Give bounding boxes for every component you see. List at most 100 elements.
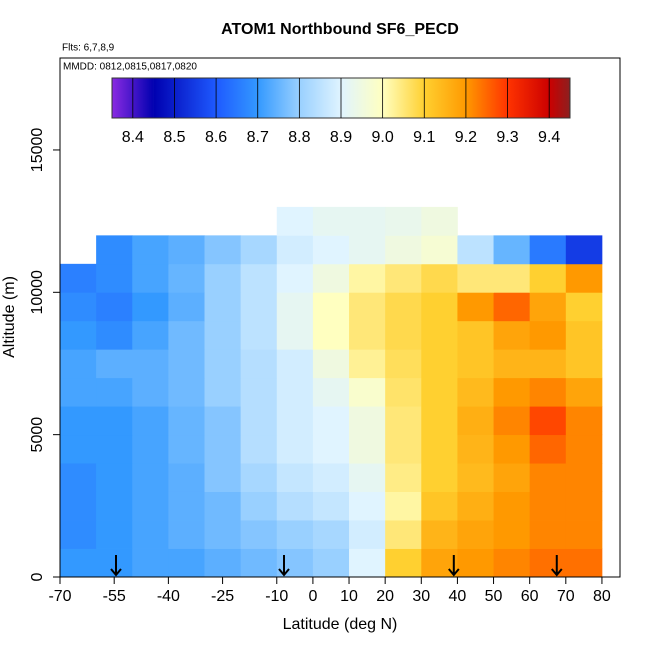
- heat-cell: [565, 520, 603, 549]
- heat-cell: [276, 263, 314, 293]
- heat-cell: [132, 406, 169, 436]
- heat-cell: [96, 377, 133, 407]
- heat-cell: [385, 548, 422, 578]
- heat-cell: [204, 548, 242, 578]
- heat-cell: [385, 520, 422, 549]
- y-tick-label: 10000: [29, 270, 46, 315]
- heat-cell: [132, 320, 169, 350]
- heat-cell: [529, 548, 567, 578]
- heat-cell: [60, 463, 97, 492]
- heat-cell: [385, 463, 422, 492]
- heat-cell: [349, 491, 386, 521]
- heat-cell: [312, 520, 350, 549]
- heat-cell: [421, 292, 458, 322]
- heat-cell: [168, 491, 205, 521]
- heat-cell: [457, 548, 494, 578]
- colorbar-tick-label: 9.4: [538, 129, 560, 146]
- heat-cell: [565, 463, 603, 492]
- heat-cell: [60, 548, 97, 578]
- heat-cell: [529, 463, 567, 492]
- heat-cell: [60, 434, 97, 464]
- subtitle: Flts: 6,7,8,9: [62, 43, 115, 54]
- arrow: [551, 555, 563, 577]
- heat-cell: [349, 263, 386, 293]
- heat-cell: [168, 292, 205, 322]
- heat-cell: [529, 235, 567, 265]
- heat-cell: [421, 349, 458, 379]
- heat-cell: [240, 235, 278, 265]
- x-tick-label: 60: [521, 588, 539, 605]
- heat-cell: [385, 235, 422, 265]
- heat-cell: [529, 377, 567, 407]
- heat-cell: [240, 463, 278, 492]
- heat-cell: [385, 349, 422, 379]
- colorbar-tick-label: 9.3: [496, 129, 518, 146]
- heat-cell: [168, 548, 205, 578]
- heat-cell: [421, 406, 458, 436]
- heat-cell: [349, 548, 386, 578]
- plot-frame: [59, 57, 621, 578]
- heat-cell: [312, 292, 350, 322]
- heat-cell: [132, 491, 169, 521]
- heat-cell: [96, 263, 133, 293]
- heat-cell: [312, 434, 350, 464]
- heat-cell: [565, 434, 603, 464]
- heat-cell: [168, 320, 205, 350]
- heat-cell: [493, 406, 531, 436]
- heat-cell: [276, 235, 314, 265]
- heat-cell: [240, 292, 278, 322]
- heat-cell: [312, 406, 350, 436]
- heat-cell: [132, 377, 169, 407]
- heat-cell: [349, 520, 386, 549]
- heat-cell: [312, 491, 350, 521]
- heat-cell: [240, 377, 278, 407]
- heat-cell: [385, 206, 422, 236]
- heat-cell: [168, 406, 205, 436]
- heat-cell: [204, 520, 242, 549]
- heat-cell: [60, 263, 97, 293]
- heat-cell: [529, 491, 567, 521]
- heat-cell: [421, 434, 458, 464]
- heat-cell: [204, 349, 242, 379]
- heat-cell: [457, 520, 494, 549]
- heat-cell: [204, 263, 242, 293]
- heat-cell: [457, 463, 494, 492]
- heat-cell: [457, 235, 494, 265]
- colorbar-tick-label: 9.2: [455, 129, 477, 146]
- heat-cell: [276, 434, 314, 464]
- heat-cell: [204, 491, 242, 521]
- heat-cell: [421, 463, 458, 492]
- heat-cell: [60, 491, 97, 521]
- heat-cell: [60, 349, 97, 379]
- y-tick-label: 5000: [29, 417, 46, 453]
- colorbar-tick-label: 9.1: [413, 129, 435, 146]
- colorbar-segment: [549, 78, 571, 118]
- heat-cell: [168, 463, 205, 492]
- heat-cell: [457, 292, 494, 322]
- colorbar-tick-label: 8.7: [247, 129, 269, 146]
- heat-cell: [204, 463, 242, 492]
- heat-cell: [421, 235, 458, 265]
- heat-cell: [349, 235, 386, 265]
- x-tick-label: 70: [557, 588, 575, 605]
- heat-cell: [276, 320, 314, 350]
- heat-cell: [385, 263, 422, 293]
- heat-cell: [565, 320, 603, 350]
- arrow: [278, 555, 290, 577]
- heat-cell: [312, 206, 350, 236]
- heat-cell: [529, 406, 567, 436]
- x-tick-label: 80: [593, 588, 611, 605]
- heat-cell: [493, 292, 531, 322]
- x-tick-label: 0: [308, 588, 317, 605]
- heat-cell: [421, 263, 458, 293]
- annotation: MMDD: 0812,0815,0817,0820: [63, 62, 197, 73]
- heat-cell: [276, 349, 314, 379]
- heat-cell: [349, 206, 386, 236]
- heat-cell: [204, 434, 242, 464]
- heat-cell: [312, 263, 350, 293]
- heat-cell: [493, 520, 531, 549]
- y-axis-label: Altitude (m): [1, 276, 18, 358]
- x-tick-label: 40: [449, 588, 467, 605]
- colorbar-segment: [507, 78, 550, 118]
- colorbar-segment: [424, 78, 467, 118]
